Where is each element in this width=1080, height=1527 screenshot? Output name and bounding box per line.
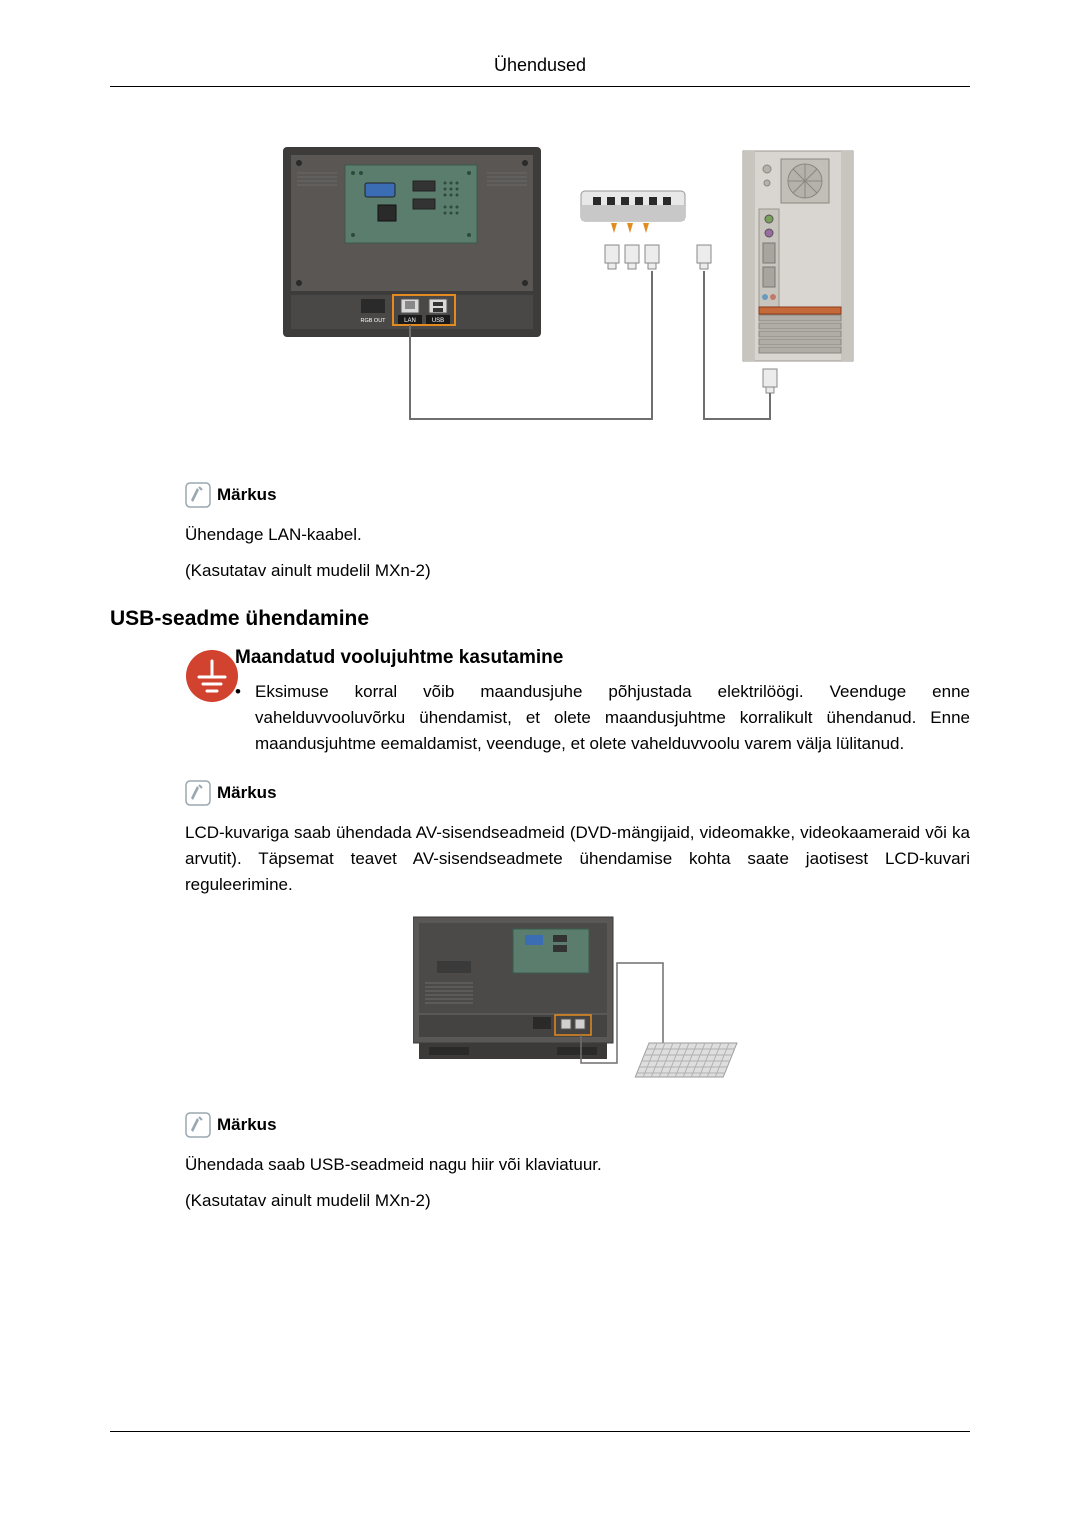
note-row: Märkus [185,780,970,806]
pc-tower [743,151,853,393]
note1-line2: (Kasutatav ainult mudelil MXn-2) [185,558,970,584]
page-header: Ühendused [110,55,970,86]
note-label: Märkus [217,1115,277,1135]
ground-icon [185,649,239,703]
note2-body: LCD-kuvariga saab ühendada AV-sisendsead… [185,820,970,899]
lan-port-label: LAN [404,318,416,324]
keyboard-icon [635,1043,737,1077]
note-label: Märkus [217,485,277,505]
note3-line2: (Kasutatav ainult mudelil MXn-2) [185,1188,970,1214]
connection-diagram-lan: RGB OUT LAN USB [283,147,873,442]
bullet: • [235,679,241,758]
hub-plugs [605,245,711,269]
ground-warning: Maandatud voolujuhtme kasutamine • Eksim… [185,647,970,758]
connection-diagram-usb [185,913,970,1088]
note1-line1: Ühendage LAN-kaabel. [185,522,970,548]
footer-rule [110,1431,970,1432]
section-title: USB-seadme ühendamine [110,607,970,631]
note-icon [185,780,211,806]
note-label: Märkus [217,783,277,803]
note-icon [185,1112,211,1138]
usb-port-label: USB [431,318,443,324]
ground-body: Eksimuse korral võib maandusjuhe põhjust… [255,679,970,758]
note-icon [185,482,211,508]
note-row: Märkus [185,482,970,508]
rgb-out-label: RGB OUT [360,318,386,324]
monitor-back: RGB OUT LAN USB [283,147,541,337]
ground-title: Maandatud voolujuhtme kasutamine [235,647,970,669]
network-hub [581,191,711,269]
note3-line1: Ühendada saab USB-seadmeid nagu hiir või… [185,1152,970,1178]
note-row: Märkus [185,1112,970,1138]
header-rule [110,86,970,87]
